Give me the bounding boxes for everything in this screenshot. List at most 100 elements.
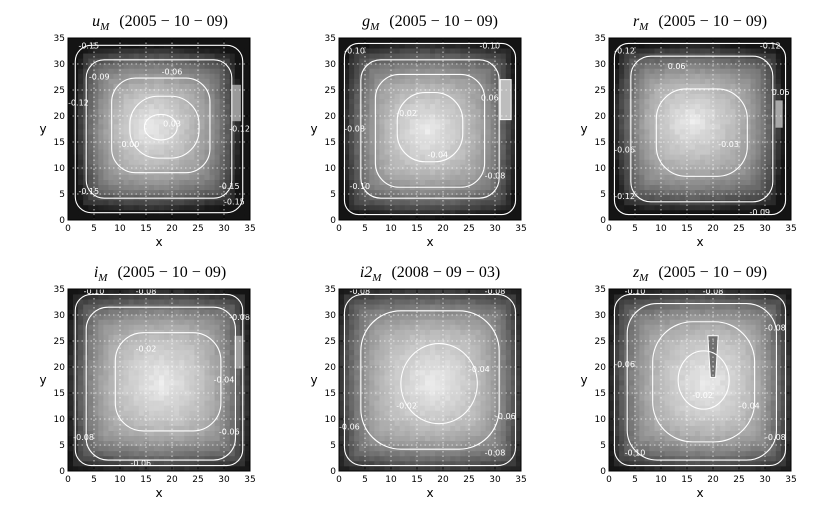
contour-label: -0.02 bbox=[396, 109, 417, 118]
y-tick-label: 15 bbox=[54, 138, 65, 148]
y-tick-label: 30 bbox=[54, 311, 66, 321]
title-band-subscript: M bbox=[99, 21, 110, 33]
y-tick-label: 30 bbox=[54, 60, 66, 70]
title-date: (2008 − 09 − 03) bbox=[391, 264, 500, 281]
y-tick-label: 15 bbox=[325, 138, 336, 148]
y-axis-label: y bbox=[39, 122, 46, 136]
y-tick-label: 25 bbox=[54, 86, 65, 96]
contour-label: -0.09 bbox=[89, 73, 110, 82]
panel-u-1: -0.15-0.09-0.06-0.120.030.00-0.12-0.15-0… bbox=[39, 13, 255, 249]
y-tick-label: 5 bbox=[330, 190, 336, 200]
x-axis-label: x bbox=[696, 235, 703, 249]
y-tick-label: 5 bbox=[600, 441, 606, 451]
title-band: i2 bbox=[360, 264, 372, 281]
title-band: u bbox=[92, 13, 100, 30]
panel-g-2: -0.10-0.10-0.08-0.020.06-0.04-0.10-0.080… bbox=[310, 13, 526, 249]
contour-label: -0.10 bbox=[625, 448, 646, 457]
x-tick-label: 10 bbox=[655, 475, 667, 485]
y-tick-label: 0 bbox=[330, 216, 336, 226]
x-tick-label: 5 bbox=[362, 475, 368, 485]
y-tick-label: 25 bbox=[54, 337, 65, 347]
x-tick-label: 10 bbox=[114, 475, 126, 485]
y-tick-label: 5 bbox=[59, 441, 65, 451]
heatmap-image: -0.15-0.09-0.06-0.120.030.00-0.12-0.15-0… bbox=[68, 38, 250, 220]
contour-label: -0.08 bbox=[229, 313, 250, 322]
x-tick-label: 0 bbox=[606, 224, 612, 234]
x-tick-label: 20 bbox=[437, 475, 449, 485]
artifact-strip bbox=[775, 100, 782, 127]
y-tick-label: 35 bbox=[54, 285, 65, 295]
contour-label: -0.09 bbox=[749, 208, 770, 217]
contour-label: -0.08 bbox=[73, 433, 94, 442]
x-tick-label: 5 bbox=[632, 475, 638, 485]
title-date: (2005 − 10 − 09) bbox=[119, 13, 228, 30]
contour-label: -0.02 bbox=[396, 402, 417, 411]
title-band-subscript: M bbox=[638, 21, 649, 33]
y-tick-label: 0 bbox=[59, 216, 65, 226]
y-tick-label: 15 bbox=[54, 389, 65, 399]
contour-label: -0.06 bbox=[339, 422, 360, 431]
x-axis-label: x bbox=[696, 486, 703, 500]
heatmap-image: -0.10-0.08-0.08-0.06-0.02-0.04-0.08-0.10 bbox=[609, 287, 791, 471]
y-tick-label: 35 bbox=[325, 285, 336, 295]
contour-label: -0.08 bbox=[765, 433, 786, 442]
contour-label: -0.12 bbox=[614, 192, 635, 201]
y-tick-label: 10 bbox=[54, 415, 66, 425]
heatmap-image: -0.08-0.08-0.04-0.02-0.06-0.06-0.08 bbox=[339, 287, 521, 471]
contour-label: -0.15 bbox=[224, 197, 245, 206]
contour-label: -0.08 bbox=[485, 448, 506, 457]
x-tick-label: 25 bbox=[192, 224, 203, 234]
contour-label: 0.06 bbox=[481, 93, 499, 102]
panel-z-6: -0.10-0.08-0.08-0.06-0.02-0.04-0.08-0.10… bbox=[580, 264, 796, 500]
y-tick-label: 20 bbox=[595, 112, 607, 122]
y-axis-label: y bbox=[580, 122, 587, 136]
x-tick-label: 15 bbox=[681, 475, 692, 485]
contour-label: -0.02 bbox=[136, 344, 157, 353]
x-tick-label: 20 bbox=[707, 224, 719, 234]
y-tick-label: 25 bbox=[595, 337, 606, 347]
contour-label: -0.06 bbox=[495, 412, 516, 421]
panel-title: uM (2005 − 10 − 09) bbox=[92, 13, 228, 33]
contour-label: -0.06 bbox=[162, 67, 183, 76]
y-tick-label: 5 bbox=[600, 190, 606, 200]
contour-label: -0.10 bbox=[479, 41, 500, 50]
title-band-subscript: M bbox=[371, 272, 382, 284]
y-tick-label: 25 bbox=[325, 337, 336, 347]
y-tick-label: 35 bbox=[595, 34, 606, 44]
x-tick-label: 25 bbox=[463, 224, 474, 234]
y-tick-label: 35 bbox=[54, 34, 65, 44]
contour-label: -0.02 bbox=[692, 391, 713, 400]
contour-label: -0.12 bbox=[614, 47, 635, 56]
contour-label: 0.00 bbox=[121, 140, 139, 149]
contour-label: -0.04 bbox=[469, 365, 490, 374]
contour-label: 0.06 bbox=[668, 62, 686, 71]
contour-label: -0.15 bbox=[78, 41, 99, 50]
x-tick-label: 15 bbox=[411, 224, 422, 234]
y-tick-label: 10 bbox=[325, 164, 337, 174]
x-tick-label: 0 bbox=[65, 224, 71, 234]
x-tick-label: 30 bbox=[489, 475, 501, 485]
contour-label: -0.06 bbox=[130, 459, 151, 468]
contour-label: -0.06 bbox=[614, 360, 635, 369]
contour-label: -0.06 bbox=[614, 145, 635, 154]
x-tick-label: 15 bbox=[681, 224, 692, 234]
contour-label: -0.04 bbox=[214, 376, 235, 385]
x-tick-label: 30 bbox=[218, 475, 230, 485]
y-tick-label: 20 bbox=[325, 112, 337, 122]
contour-label: -0.08 bbox=[485, 171, 506, 180]
x-tick-label: 35 bbox=[515, 475, 526, 485]
contour-label: -0.15 bbox=[78, 187, 99, 196]
x-tick-label: 20 bbox=[166, 475, 178, 485]
x-tick-label: 20 bbox=[437, 224, 449, 234]
x-tick-label: 0 bbox=[336, 224, 342, 234]
heatmap-image: -0.10-0.08-0.08-0.02-0.04-0.06-0.08-0.06 bbox=[68, 287, 250, 471]
panel-i-4: -0.10-0.08-0.08-0.02-0.04-0.06-0.08-0.06… bbox=[39, 264, 255, 500]
y-tick-label: 30 bbox=[595, 60, 607, 70]
x-tick-label: 0 bbox=[606, 475, 612, 485]
x-axis-label: x bbox=[155, 235, 162, 249]
x-tick-label: 15 bbox=[140, 224, 151, 234]
x-tick-label: 0 bbox=[336, 475, 342, 485]
y-tick-label: 0 bbox=[59, 467, 65, 477]
panel-title: zM(2005 − 10 − 09) bbox=[632, 264, 767, 284]
panel-title: iM(2005 − 10 − 09) bbox=[94, 264, 226, 284]
